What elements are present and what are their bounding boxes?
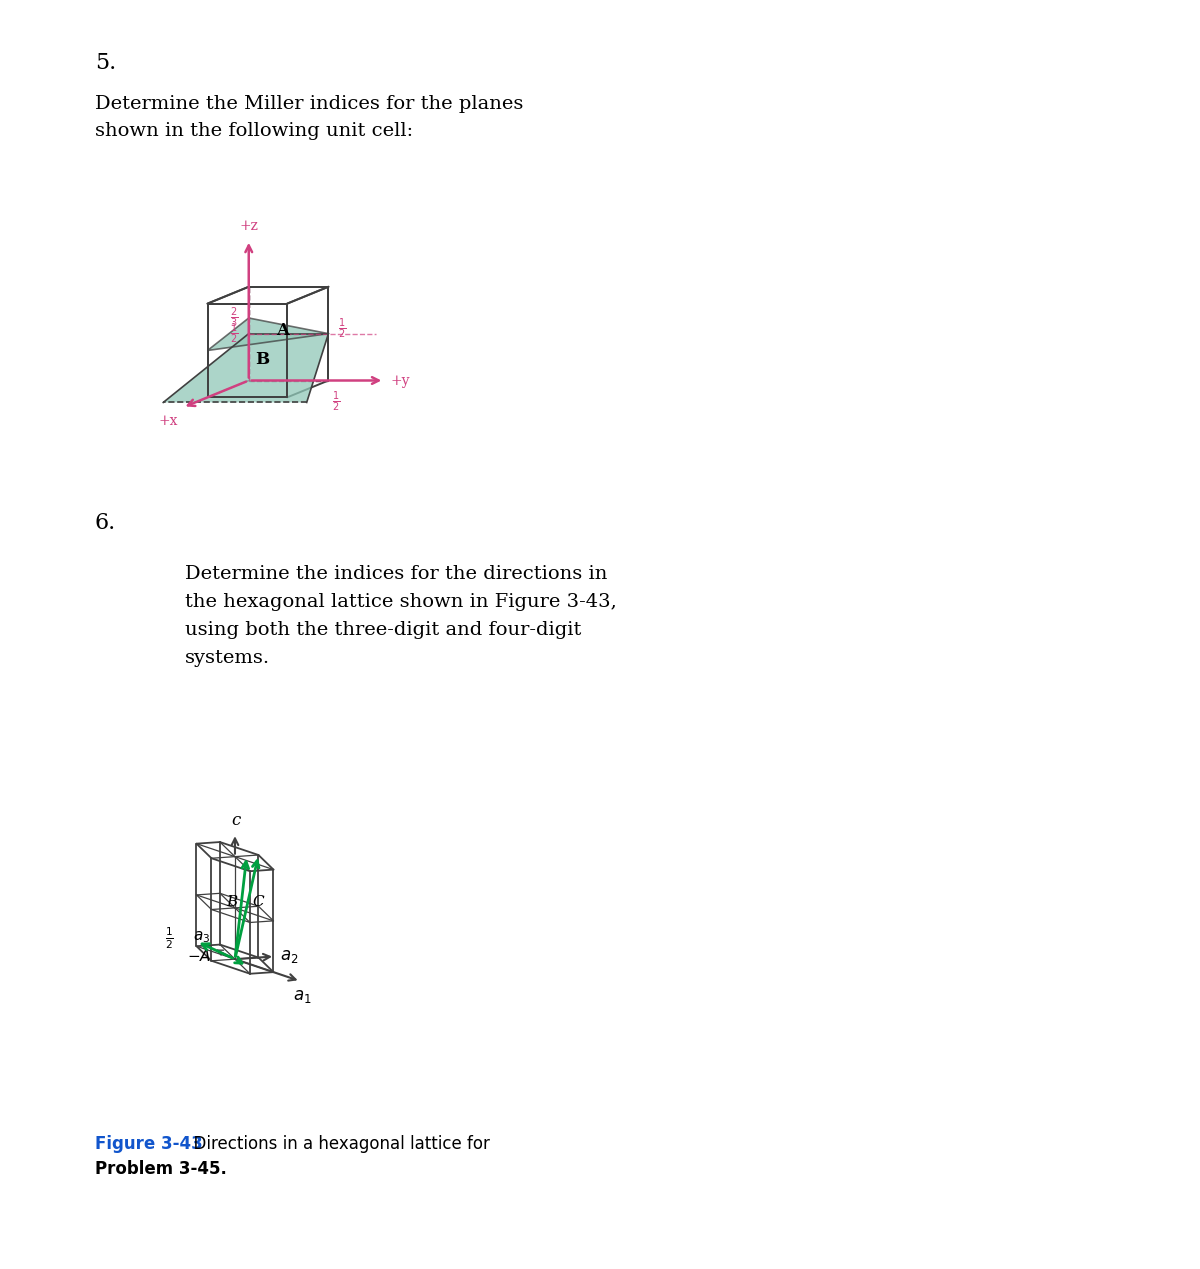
Text: the hexagonal lattice shown in Figure 3-43,: the hexagonal lattice shown in Figure 3-…: [185, 593, 617, 610]
Text: $a_1$: $a_1$: [293, 989, 312, 1005]
Text: 6.: 6.: [95, 511, 116, 534]
Text: Determine the Miller indices for the planes: Determine the Miller indices for the pla…: [95, 95, 523, 113]
Text: $\frac{2}{3}$: $\frac{2}{3}$: [230, 306, 239, 330]
Text: $a_3$: $a_3$: [193, 929, 210, 945]
Text: +y: +y: [391, 373, 410, 387]
Text: +x: +x: [158, 414, 179, 428]
Text: $\frac{1}{2}$: $\frac{1}{2}$: [166, 925, 174, 950]
Text: systems.: systems.: [185, 648, 270, 667]
Text: Determine the indices for the directions in: Determine the indices for the directions…: [185, 565, 607, 582]
Text: $\frac{1}{2}$: $\frac{1}{2}$: [332, 390, 340, 414]
Text: shown in the following unit cell:: shown in the following unit cell:: [95, 122, 413, 140]
Text: +z: +z: [239, 220, 258, 233]
Text: using both the three-digit and four-digit: using both the three-digit and four-digi…: [185, 621, 581, 640]
Polygon shape: [163, 334, 329, 402]
Text: A: A: [276, 322, 289, 339]
Text: $\frac{1}{2}$: $\frac{1}{2}$: [230, 321, 239, 345]
Text: 5.: 5.: [95, 52, 116, 74]
Text: B: B: [227, 896, 238, 910]
Text: C: C: [252, 895, 264, 909]
Text: $a_2$: $a_2$: [280, 948, 299, 964]
Text: $\frac{1}{2}$: $\frac{1}{2}$: [338, 317, 346, 341]
Text: Problem 3-45.: Problem 3-45.: [95, 1160, 227, 1178]
Text: $-A$: $-A$: [187, 948, 211, 963]
Polygon shape: [208, 319, 329, 350]
Text: Figure 3-43: Figure 3-43: [95, 1134, 203, 1154]
Text: B: B: [256, 350, 270, 368]
Text: c: c: [232, 812, 240, 829]
Text: Directions in a hexagonal lattice for: Directions in a hexagonal lattice for: [182, 1134, 490, 1154]
